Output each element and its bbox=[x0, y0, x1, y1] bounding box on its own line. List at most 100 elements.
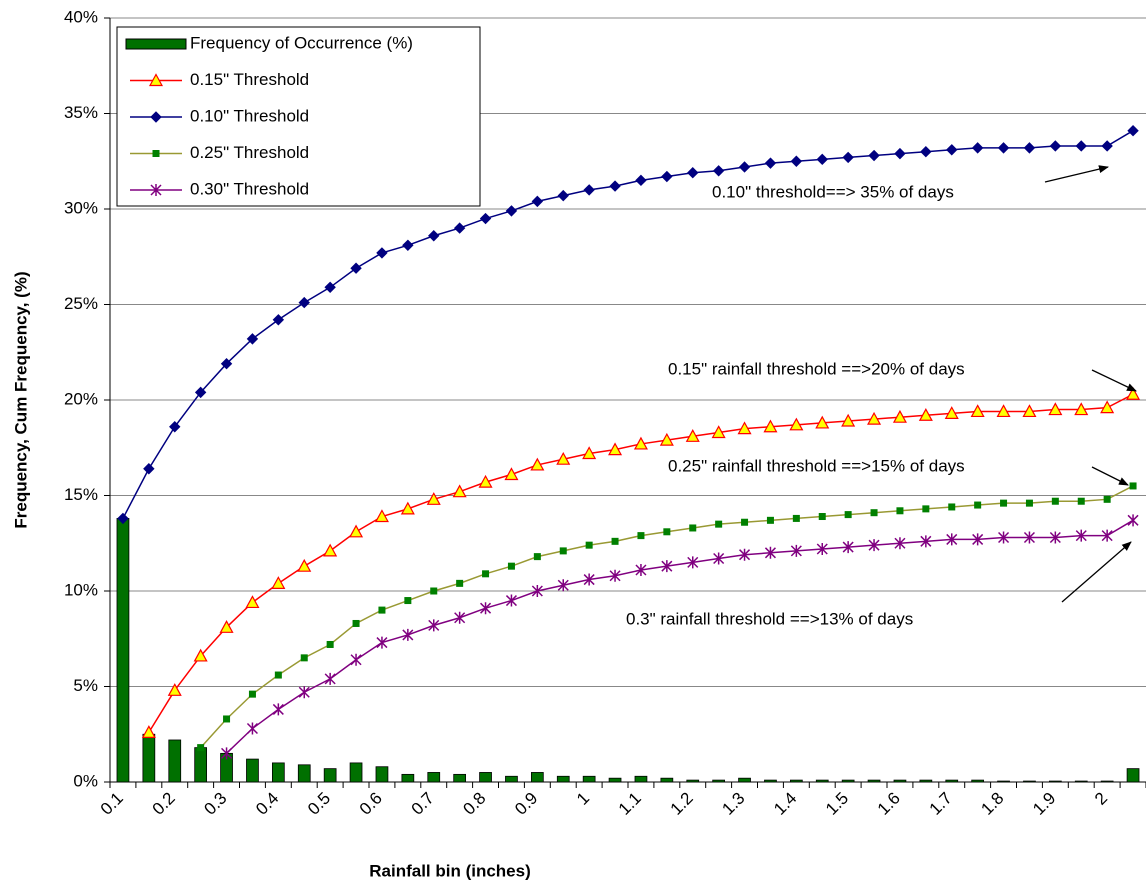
marker bbox=[376, 636, 388, 649]
marker bbox=[661, 170, 673, 183]
legend-swatch bbox=[125, 38, 187, 50]
marker bbox=[996, 404, 1011, 418]
y-tick-label: 35% bbox=[64, 103, 98, 122]
marker bbox=[663, 528, 671, 536]
annotation: 0.10" threshold==> 35% of days bbox=[712, 182, 954, 201]
marker bbox=[818, 513, 826, 521]
marker bbox=[169, 421, 181, 433]
x-tick-label: 1.7 bbox=[926, 789, 956, 819]
marker bbox=[715, 520, 723, 528]
marker bbox=[739, 548, 751, 561]
bar bbox=[530, 772, 544, 783]
marker bbox=[633, 436, 648, 450]
marker bbox=[350, 653, 362, 666]
marker bbox=[737, 421, 752, 435]
marker bbox=[815, 415, 830, 429]
annotation-arrow bbox=[1091, 466, 1129, 486]
marker bbox=[248, 690, 256, 698]
marker bbox=[300, 654, 308, 662]
bar bbox=[479, 772, 492, 783]
bar bbox=[815, 779, 829, 783]
marker bbox=[143, 463, 155, 475]
marker bbox=[1000, 499, 1008, 507]
marker bbox=[609, 180, 621, 192]
marker bbox=[219, 620, 234, 633]
marker bbox=[478, 474, 493, 488]
marker bbox=[504, 467, 519, 481]
marker bbox=[220, 358, 233, 370]
bar bbox=[246, 758, 259, 783]
marker bbox=[689, 524, 697, 532]
marker bbox=[272, 314, 285, 326]
marker bbox=[404, 597, 412, 605]
marker bbox=[197, 744, 205, 752]
marker bbox=[792, 514, 800, 522]
x-tick-label: 0.4 bbox=[252, 789, 282, 819]
marker bbox=[920, 145, 932, 158]
marker bbox=[842, 541, 854, 554]
marker bbox=[1049, 531, 1061, 544]
legend-label: Frequency of Occurrence (%) bbox=[190, 33, 413, 52]
marker bbox=[556, 451, 571, 465]
annotation: 0.15" rainfall threshold ==>20% of days bbox=[668, 359, 965, 378]
x-tick-label: 1.4 bbox=[770, 789, 800, 819]
marker bbox=[918, 408, 933, 421]
bar bbox=[401, 773, 415, 783]
marker bbox=[868, 149, 880, 162]
marker bbox=[841, 413, 856, 427]
marker bbox=[816, 153, 828, 166]
marker bbox=[402, 628, 414, 641]
marker bbox=[896, 507, 904, 515]
marker bbox=[867, 411, 882, 425]
marker bbox=[1049, 140, 1062, 152]
y-tick-label: 25% bbox=[64, 294, 98, 313]
marker bbox=[117, 512, 129, 525]
marker bbox=[659, 432, 674, 446]
bar bbox=[919, 779, 933, 783]
y-tick-label: 15% bbox=[64, 485, 98, 504]
x-tick-label: 0.5 bbox=[304, 789, 334, 819]
bar bbox=[867, 779, 881, 783]
x-tick-label: 1.2 bbox=[667, 789, 697, 819]
marker bbox=[559, 547, 567, 555]
marker bbox=[609, 569, 621, 582]
marker bbox=[531, 585, 543, 597]
marker bbox=[738, 161, 751, 173]
marker bbox=[1127, 514, 1139, 527]
bar bbox=[194, 747, 208, 783]
y-axis-title: Frequency, Cum Frequency, (%) bbox=[11, 271, 30, 528]
marker bbox=[1127, 124, 1139, 137]
marker bbox=[816, 542, 828, 555]
marker bbox=[326, 640, 334, 648]
marker bbox=[713, 552, 725, 565]
marker bbox=[635, 174, 647, 187]
y-tick-label: 30% bbox=[64, 198, 98, 217]
x-tick-label: 0.7 bbox=[408, 789, 438, 819]
marker bbox=[298, 296, 310, 309]
marker bbox=[944, 406, 959, 419]
marker bbox=[378, 606, 386, 614]
marker bbox=[246, 333, 259, 345]
legend-label: 0.15" Threshold bbox=[190, 70, 309, 89]
x-tick-label: 1.6 bbox=[874, 789, 904, 819]
marker bbox=[1077, 497, 1085, 505]
marker bbox=[223, 715, 231, 723]
marker bbox=[452, 484, 467, 498]
bar bbox=[116, 518, 130, 783]
marker bbox=[245, 595, 260, 609]
bar bbox=[841, 779, 855, 783]
marker bbox=[150, 184, 162, 196]
marker bbox=[530, 457, 545, 471]
marker bbox=[274, 671, 282, 679]
bar bbox=[997, 780, 1010, 783]
marker bbox=[766, 516, 774, 524]
x-tick-label: 1.1 bbox=[615, 789, 645, 819]
marker bbox=[193, 648, 208, 662]
marker bbox=[585, 541, 593, 549]
marker bbox=[997, 142, 1010, 154]
marker bbox=[972, 533, 984, 546]
marker bbox=[946, 144, 958, 156]
marker bbox=[505, 594, 517, 607]
y-tick-label: 10% bbox=[64, 580, 98, 599]
y-tick-label: 20% bbox=[64, 389, 98, 408]
